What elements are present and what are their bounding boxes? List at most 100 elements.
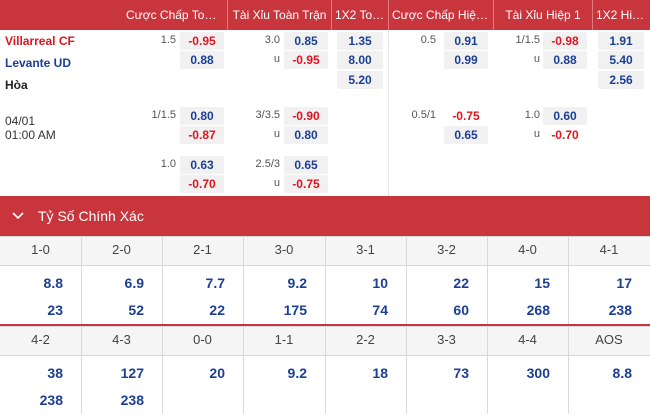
ou-ft-over-odd[interactable]: 0.85 [284,32,328,50]
score-odd-secondary[interactable]: 60 [453,302,469,318]
ah-ht-away-odd-2[interactable]: 0.65 [444,126,488,144]
ou-ft-over-odd-2[interactable]: -0.90 [284,107,328,125]
score-odd-primary[interactable]: 9.2 [287,365,307,381]
score-label: 1-0 [31,242,50,257]
score-odd-primary[interactable]: 8.8 [43,275,63,291]
score-odd-primary[interactable]: 7.7 [205,275,225,291]
home-team[interactable]: Villarreal CF [5,34,75,48]
score-odd-secondary[interactable] [487,390,550,410]
column-divider [81,236,82,324]
ou-ht-under-label-2: u [533,128,540,140]
x12-ht-away[interactable]: 5.40 [598,51,644,69]
ah-ht-handicap: 0.5 [420,34,436,46]
score-odd-secondary[interactable]: 52 [128,302,144,318]
score-odd-primary[interactable]: 22 [453,275,469,291]
score-odd-primary[interactable]: 9.2 [287,275,307,291]
ou-ht-over-odd[interactable]: -0.98 [543,32,587,50]
x12-ht-home[interactable]: 1.91 [598,32,644,50]
chevron-down-icon[interactable] [10,208,26,224]
score-odd-secondary[interactable]: 238 [39,392,63,408]
header-ah-fulltime[interactable]: Cược Chấp Toàn Trận [126,8,226,22]
score-label: 3-2 [437,242,456,257]
score-odd-primary[interactable]: 20 [209,365,225,381]
ou-ft-line: 3.0 [264,34,280,46]
score-odd-secondary[interactable] [162,390,225,410]
score-label: 3-3 [437,332,456,347]
ou-ft-under-odd-3[interactable]: -0.75 [284,175,328,193]
column-divider [568,236,569,324]
score-odd-secondary[interactable] [568,390,632,410]
x12-ht-draw[interactable]: 2.56 [598,71,644,89]
score-odd-primary[interactable]: 300 [526,365,550,381]
score-odd-primary[interactable]: 6.9 [124,275,144,291]
score-odd-primary[interactable]: 73 [453,365,469,381]
ou-ft-under-label: u [273,53,280,65]
ah-ht-home-odd-2[interactable]: -0.75 [452,109,480,123]
header-1x2-fulltime[interactable]: 1X2 Toàn Trận [335,8,388,22]
x12-ft-home[interactable]: 1.35 [337,32,383,50]
score-label: 4-0 [518,242,537,257]
column-divider [325,326,326,414]
score-odd-primary[interactable]: 8.8 [612,365,632,381]
ou-ht-line-2: 1.0 [524,109,540,121]
score-odd-primary[interactable]: 17 [616,275,632,291]
score-odd-secondary[interactable]: 22 [209,302,225,318]
header-ou-fulltime[interactable]: Tài Xỉu Toàn Trận [232,8,327,22]
ou-ht-over-odd-2[interactable]: 0.60 [543,107,587,125]
ah-ht-away-odd[interactable]: 0.99 [444,51,488,69]
score-odd-secondary[interactable]: 175 [283,302,307,318]
ah-ft-handicap-2: 1/1.5 [151,109,176,121]
score-odd-secondary[interactable]: 74 [372,302,388,318]
match-date: 04/01 [5,114,36,128]
ou-ft-under-odd-2[interactable]: 0.80 [284,126,328,144]
ah-ht-handicap-2: 0.5/1 [411,109,436,121]
score-odd-secondary[interactable] [243,390,307,410]
ah-ft-home-odd[interactable]: -0.95 [180,32,224,50]
ah-ft-away-odd-3[interactable]: -0.70 [180,175,224,193]
score-odd-primary[interactable]: 38 [47,365,63,381]
ou-ft-under-label-2: u [273,128,280,140]
ah-ht-home-odd[interactable]: 0.91 [444,32,488,50]
header-ou-firsthalf[interactable]: Tài Xỉu Hiệp 1 [505,8,581,22]
column-divider [243,326,244,414]
column-divider [406,236,407,324]
ah-ft-home-odd-2[interactable]: 0.80 [180,107,224,125]
score-label: 4-2 [31,332,50,347]
ou-ht-under-odd[interactable]: 0.88 [543,51,587,69]
score-label: 0-0 [193,332,212,347]
away-team[interactable]: Levante UD [5,56,72,70]
column-divider [406,326,407,414]
score-odd-primary[interactable]: 18 [372,365,388,381]
score-label: 2-1 [193,242,212,257]
ou-ht-under-label: u [533,53,540,65]
score-label: 1-1 [274,332,294,347]
correct-score-block-2: 4-2 38 238 4-3 127 238 0-0 20 1-1 9.2 2-2 18 3-3 73 4-… [0,326,650,419]
header-1x2-firsthalf[interactable]: 1X2 Hiệp 1 [596,8,650,22]
score-odd-primary[interactable]: 127 [120,365,144,381]
ah-ft-home-odd-3[interactable]: 0.63 [180,156,224,174]
ou-ft-over-odd-3[interactable]: 0.65 [284,156,328,174]
ah-ft-handicap-3: 1.0 [160,158,176,170]
ou-ft-under-odd[interactable]: -0.95 [284,51,328,69]
ou-ht-under-odd-2[interactable]: -0.70 [551,128,579,142]
score-odd-secondary[interactable]: 238 [120,392,144,408]
x12-ft-away[interactable]: 8.00 [337,51,383,69]
score-odd-primary[interactable]: 10 [372,275,388,291]
ah-ft-away-odd[interactable]: 0.88 [180,51,224,69]
score-odd-secondary[interactable] [325,390,388,410]
column-divider [487,236,488,324]
ah-ft-away-odd-2[interactable]: -0.87 [180,126,224,144]
x12-ft-draw[interactable]: 5.20 [337,71,383,89]
score-odd-secondary[interactable]: 238 [608,302,632,318]
score-odd-primary[interactable]: 15 [534,275,550,291]
ou-ft-line-3: 2.5/3 [255,158,280,170]
correct-score-bar[interactable]: Tỷ Số Chính Xác [0,196,650,236]
score-label: 4-3 [112,332,131,347]
score-label: 3-0 [274,242,294,257]
match-time: 01:00 AM [5,128,56,142]
score-odd-secondary[interactable] [406,390,469,410]
column-divider [162,236,163,324]
score-odd-secondary[interactable]: 23 [47,302,63,318]
score-odd-secondary[interactable]: 268 [526,302,550,318]
header-ah-firsthalf[interactable]: Cược Chấp Hiệp 1 [392,8,493,22]
